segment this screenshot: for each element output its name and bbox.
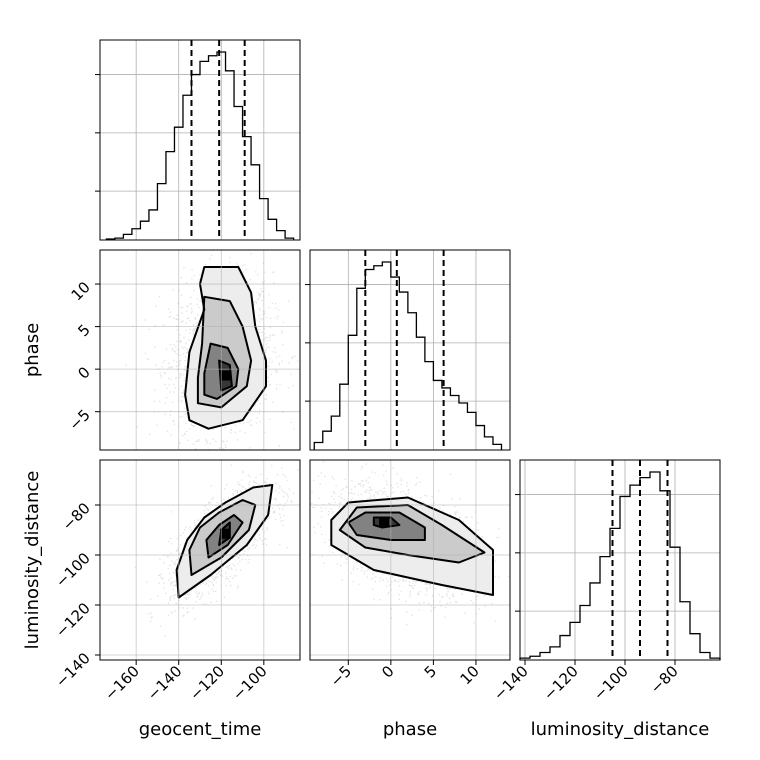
panel-background — [520, 460, 720, 660]
pair-panel-geocent_time-luminosity_distance — [99, 459, 301, 661]
contour-line-2 — [188, 499, 257, 576]
y-tick-label-phase: 5 — [74, 321, 93, 340]
x-tick-label-phase: −5 — [327, 662, 355, 690]
panel-frame — [309, 249, 511, 451]
x-tick-label-geocent_time: −120 — [186, 662, 228, 704]
x-tick-label-phase: 0 — [378, 662, 397, 681]
pair-panel-geocent_time-phase — [99, 249, 301, 451]
y-tick-label-phase: 0 — [74, 363, 93, 382]
x-tick-label-geocent_time: −100 — [229, 662, 271, 704]
y-axis-label-phase: phase — [22, 323, 43, 377]
x-tick-label-phase: 5 — [421, 662, 440, 681]
x-tick-label-geocent_time: −140 — [144, 662, 186, 704]
contour-line-4 — [218, 521, 231, 546]
x-axis-label-luminosity_distance: luminosity_distance — [531, 719, 710, 740]
histogram-geocent_time — [105, 51, 295, 240]
x-tick-label-luminosity_distance: −120 — [540, 662, 582, 704]
marginal-panel-phase — [305, 249, 511, 451]
y-tick-label-luminosity_distance: −140 — [52, 649, 94, 691]
contour-line-3 — [205, 514, 244, 559]
contour-line-1 — [184, 266, 267, 430]
panel-frame — [99, 459, 301, 661]
panel-frame — [99, 249, 301, 451]
x-tick-label-geocent_time: −160 — [101, 662, 143, 704]
x-tick-label-luminosity_distance: −100 — [590, 662, 632, 704]
panel-content — [100, 460, 300, 660]
panel-frame — [309, 459, 511, 661]
x-tick-label-luminosity_distance: −140 — [490, 662, 532, 704]
y-tick-label-luminosity_distance: −100 — [52, 549, 94, 591]
histogram-luminosity_distance — [519, 471, 721, 660]
panel-content — [310, 460, 510, 660]
density-peak — [379, 517, 390, 528]
marginal-panel-luminosity_distance — [515, 459, 721, 661]
x-tick-label-luminosity_distance: −80 — [647, 662, 682, 697]
panel-frame — [99, 39, 301, 241]
x-tick-label-phase: 10 — [457, 662, 483, 688]
panel-content — [100, 250, 300, 450]
x-axis-label-geocent_time: geocent_time — [139, 719, 262, 740]
density-peak — [220, 528, 230, 539]
histogram-phase — [313, 261, 503, 450]
marginal-panel-geocent_time — [95, 39, 301, 241]
y-axis-label-luminosity_distance: luminosity_distance — [22, 471, 43, 650]
density-peak — [220, 370, 231, 381]
contour-line-3 — [203, 342, 240, 400]
y-tick-label-phase: −5 — [65, 406, 93, 434]
y-tick-label-phase: 10 — [68, 278, 94, 304]
panel-frame — [519, 459, 721, 661]
y-tick-label-luminosity_distance: −120 — [52, 599, 94, 641]
contour-line-3 — [347, 511, 426, 541]
contour-line-4 — [218, 359, 233, 392]
pair-panel-phase-luminosity_distance — [309, 459, 511, 661]
y-tick-label-luminosity_distance: −80 — [59, 499, 94, 534]
contour-line-2 — [196, 295, 253, 409]
x-axis-label-phase: phase — [383, 719, 437, 740]
panel-background — [310, 250, 510, 450]
